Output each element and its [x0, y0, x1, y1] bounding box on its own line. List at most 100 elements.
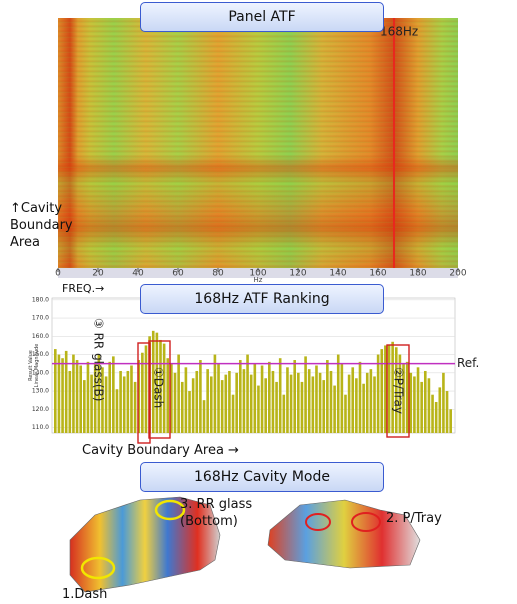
bar	[330, 371, 333, 433]
bar	[181, 382, 184, 433]
x-unit: Hz	[254, 276, 263, 284]
bar	[192, 378, 195, 433]
bar	[54, 349, 57, 433]
bar	[87, 362, 90, 433]
bar	[83, 380, 86, 433]
y-tick-label: 160.0	[32, 333, 49, 340]
bar	[246, 355, 249, 433]
bar	[420, 382, 423, 433]
mode-label: 1.Dash	[62, 586, 107, 603]
x-tick-label: 200	[449, 269, 466, 279]
bar	[286, 367, 289, 433]
y-tick-label: 180.0	[32, 296, 49, 303]
bar	[388, 345, 391, 433]
bar	[351, 367, 354, 433]
bar	[308, 369, 311, 433]
bar	[417, 367, 420, 433]
x-tick-label: 40	[132, 269, 144, 279]
bar	[61, 358, 64, 433]
mode-label: 2. P/Tray	[386, 510, 442, 527]
bar	[359, 362, 362, 433]
bar	[69, 371, 72, 433]
bar	[301, 382, 304, 433]
y-axis-note-line: ↑Cavity	[10, 200, 73, 217]
bar	[257, 386, 260, 433]
reference-label: Ref.	[457, 356, 479, 370]
highlight-label: ③ RR glass(B)	[92, 318, 106, 401]
bar	[380, 349, 383, 433]
panel-title: 168Hz ATF Ranking	[140, 284, 384, 314]
panel-title: 168Hz Cavity Mode	[140, 462, 384, 492]
bar	[449, 409, 452, 433]
bar	[442, 373, 445, 433]
bar	[239, 360, 242, 433]
bar	[409, 373, 412, 433]
bar	[232, 395, 235, 433]
x-tick-label: 20	[92, 269, 104, 279]
bar	[362, 384, 365, 433]
bar	[210, 376, 213, 433]
y-axis-note: ↑Cavity Boundary Area	[10, 200, 73, 251]
mode-label-line: 3. RR glass	[180, 496, 252, 513]
bar	[130, 366, 133, 434]
mode-label: 3. RR glass (Bottom)	[180, 496, 252, 530]
bar	[344, 395, 347, 433]
bar	[290, 375, 293, 433]
bar	[322, 380, 325, 433]
y-tick-label: 120.0	[32, 406, 49, 413]
bar	[108, 362, 111, 433]
bar	[297, 373, 300, 433]
bar	[341, 364, 344, 433]
bar	[275, 382, 278, 433]
bar	[373, 376, 376, 433]
bar	[58, 355, 61, 433]
y-axis-note-line: Area	[10, 234, 73, 251]
page: 020406080100120140160180200Hz168Hz110.01…	[0, 0, 517, 604]
bar	[424, 371, 427, 433]
x-axis-title: Cavity Boundary Area →	[82, 442, 239, 459]
panel-title: Panel ATF	[140, 2, 384, 32]
bar	[315, 366, 318, 434]
bar	[119, 371, 122, 433]
x-tick-label: 120	[289, 269, 306, 279]
bar	[188, 391, 191, 433]
bar	[366, 373, 369, 433]
bar	[141, 353, 144, 433]
mode-label-line: (Bottom)	[180, 513, 252, 530]
frequency-marker-label: 168Hz	[380, 25, 418, 39]
bar	[261, 366, 264, 434]
bar	[333, 386, 336, 433]
x-axis-title: FREQ.→	[62, 280, 104, 297]
bar	[185, 367, 188, 433]
bar	[203, 400, 206, 433]
bar	[264, 378, 267, 433]
bar	[272, 371, 275, 433]
bar	[319, 373, 322, 433]
bar	[166, 358, 169, 433]
bar	[254, 364, 257, 433]
bar	[79, 366, 82, 434]
bar	[112, 356, 115, 433]
bar	[177, 355, 180, 433]
bar	[279, 358, 282, 433]
x-tick-label: 0	[55, 269, 61, 279]
bar	[243, 369, 246, 433]
bar	[199, 360, 202, 433]
bar	[435, 402, 438, 433]
x-tick-label: 180	[409, 269, 426, 279]
highlight-label: ①Dash	[152, 367, 166, 408]
bar	[377, 355, 380, 433]
y-tick-label: 110.0	[32, 424, 49, 431]
bar	[304, 356, 307, 433]
x-tick-label: 140	[329, 269, 346, 279]
bar	[413, 376, 416, 433]
bar	[228, 371, 231, 433]
y-axis-title-line: Linear Magnitude	[34, 344, 40, 388]
bar	[438, 387, 441, 433]
bar	[72, 355, 75, 433]
bar	[431, 395, 434, 433]
bar	[224, 375, 227, 433]
bar	[206, 369, 209, 433]
bar	[134, 382, 137, 433]
y-tick-label: 130.0	[32, 388, 49, 395]
